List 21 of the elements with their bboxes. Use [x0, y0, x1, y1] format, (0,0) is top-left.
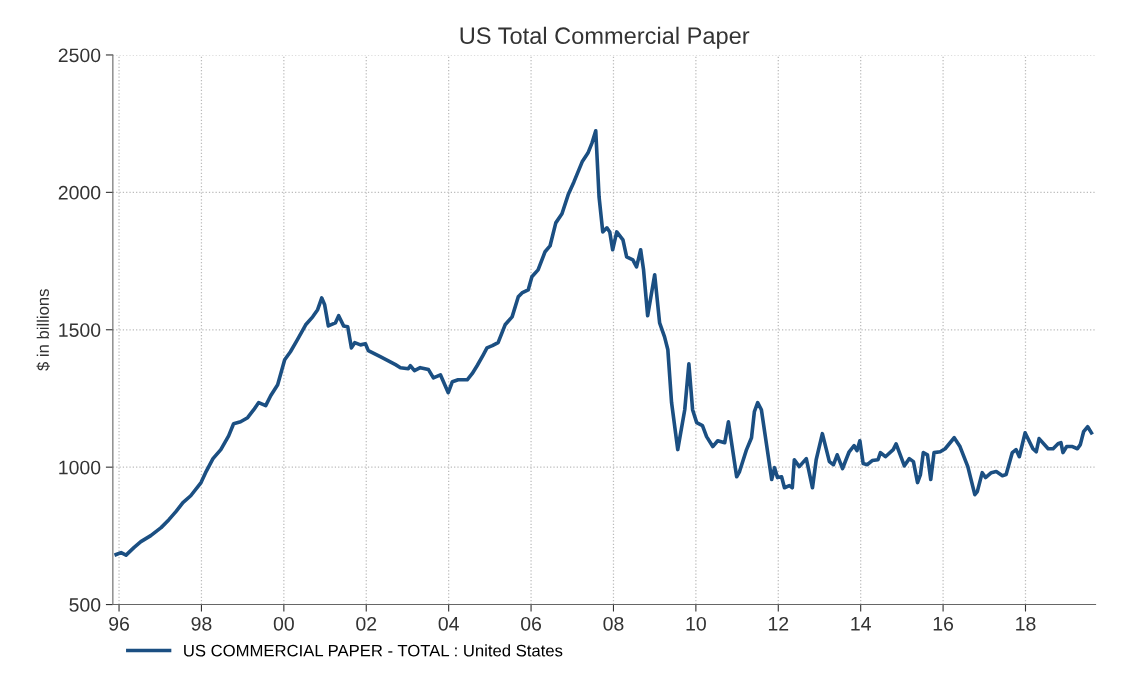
- x-tick-label: 16: [933, 616, 954, 631]
- x-tick-label: 14: [851, 617, 871, 631]
- x-tick-label: 04: [438, 616, 459, 631]
- line-series: [114, 128, 1094, 557]
- x-tick-label: 06: [521, 616, 542, 631]
- chart-title: US Total Commercial Paper: [460, 26, 750, 49]
- x-tick-label: 18: [1016, 616, 1036, 631]
- x-tick-label: 96: [109, 616, 129, 631]
- x-tick-label: 10: [686, 616, 706, 631]
- y-tick-label: 2500: [58, 48, 101, 63]
- y-tick-label: 2000: [58, 185, 101, 200]
- x-tick-label: 12: [768, 616, 789, 631]
- x-tick-label: 98: [191, 616, 212, 631]
- x-tick-label: 00: [273, 616, 294, 631]
- legend-label: US COMMERCIAL PAPER - TOTAL : United States: [184, 644, 563, 657]
- y-tick-label: 1000: [59, 460, 101, 475]
- y-tick-label: 1500: [59, 323, 101, 337]
- y-tick-label: 500: [69, 598, 101, 612]
- x-tick-label: 08: [603, 616, 624, 631]
- x-tick-label: 02: [356, 616, 377, 631]
- y-axis-title: $ in billions: [36, 289, 50, 371]
